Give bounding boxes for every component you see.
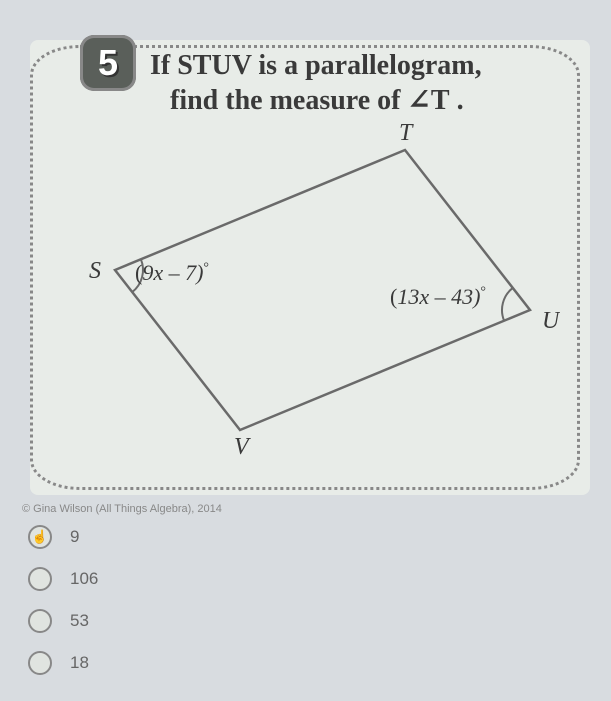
angle-expression-s: (9x – 7)° <box>135 260 275 296</box>
radio-icon <box>28 525 52 549</box>
question-number: 5 <box>98 42 118 84</box>
vertex-label-s: S <box>89 258 101 284</box>
angle-symbol: ∠T <box>407 85 449 116</box>
option-label: 53 <box>70 611 89 631</box>
question-text: If STUV is a parallelogram, find the mea… <box>150 48 570 118</box>
vertex-label-v: V <box>234 434 251 460</box>
copyright-text: © Gina Wilson (All Things Algebra), 2014 <box>22 503 222 515</box>
vertex-label-t: T <box>399 120 414 146</box>
radio-icon <box>28 609 52 633</box>
question-line2-suffix: . <box>450 85 464 116</box>
parallelogram-diagram: S T U V (9x – 7)° (13x – 43)° <box>60 120 560 470</box>
option-label: 9 <box>70 527 79 547</box>
option-label: 18 <box>70 653 89 673</box>
radio-icon <box>28 651 52 675</box>
question-line2-prefix: find the measure of <box>170 85 407 116</box>
option-3[interactable]: 18 <box>28 651 98 675</box>
radio-icon <box>28 567 52 591</box>
question-number-badge: 5 <box>80 35 136 91</box>
option-2[interactable]: 53 <box>28 609 98 633</box>
angle-expression-u: (13x – 43)° <box>390 284 550 320</box>
option-0[interactable]: 9 <box>28 525 98 549</box>
option-1[interactable]: 106 <box>28 567 98 591</box>
answer-options: 9 106 53 18 <box>28 525 98 693</box>
question-line1: If STUV is a parallelogram, <box>150 50 482 81</box>
option-label: 106 <box>70 569 98 589</box>
